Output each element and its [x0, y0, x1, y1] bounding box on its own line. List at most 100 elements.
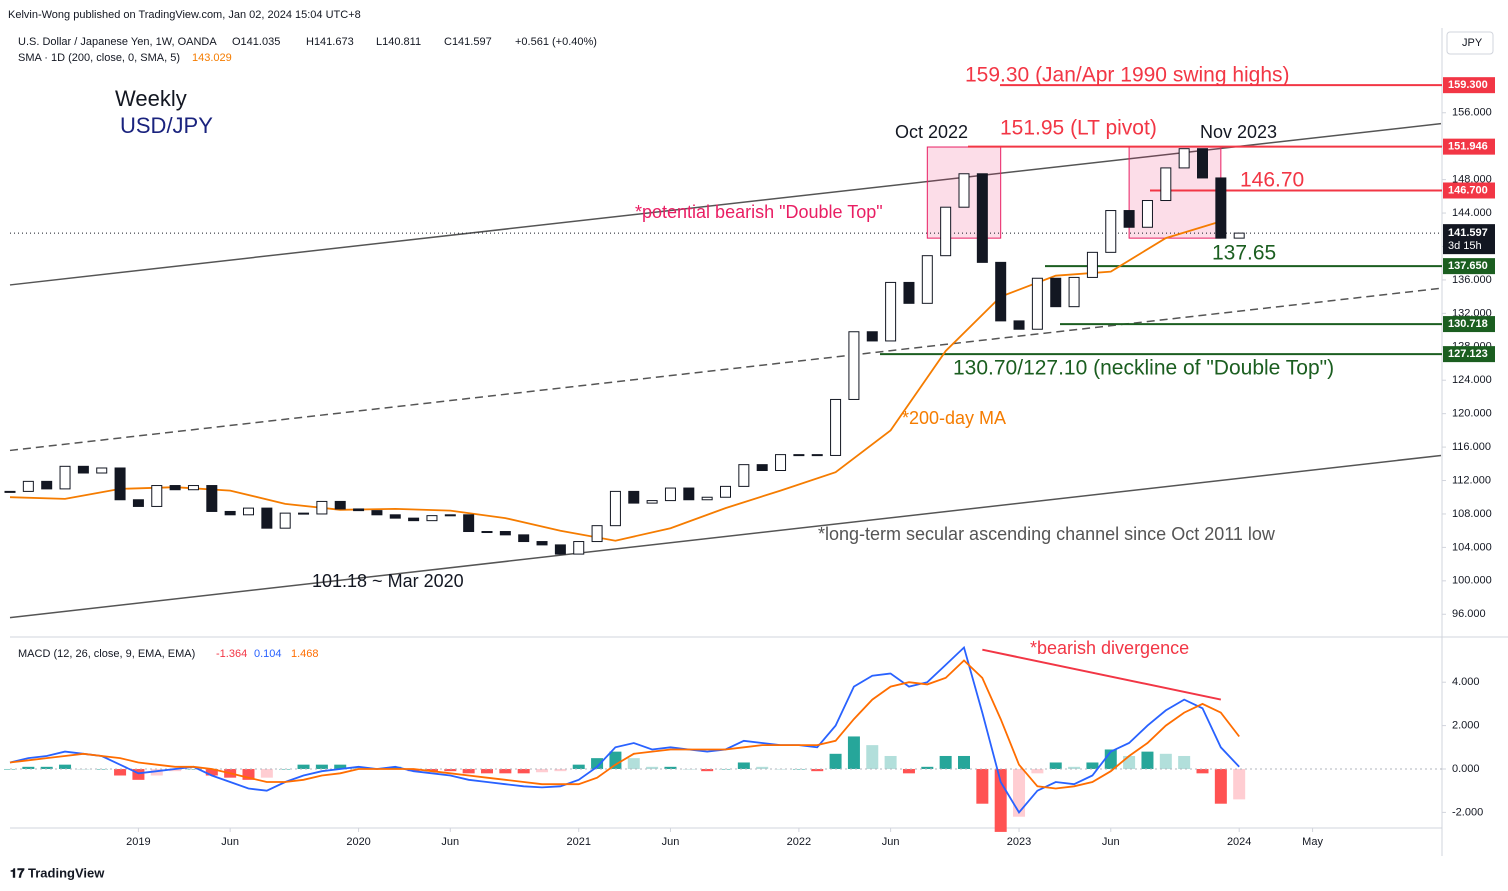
histogram-bar — [481, 768, 493, 774]
candle — [279, 512, 291, 529]
candle — [132, 499, 144, 507]
candle — [4, 490, 16, 493]
histogram-bar — [150, 768, 163, 776]
quote-change: +0.561 (+0.40%) — [515, 36, 597, 48]
publisher: Kelvin-Wong published on TradingView.com… — [8, 9, 361, 21]
note-r1: 146.70 — [1240, 169, 1304, 192]
x-tick-label: Jun — [662, 836, 680, 848]
signal-line — [9, 659, 1240, 790]
note-double-top: *potential bearish "Double Top" — [635, 202, 883, 222]
candle — [499, 531, 511, 536]
sma-value: 143.029 — [192, 52, 232, 64]
candle — [371, 510, 383, 516]
candle — [921, 255, 933, 304]
histogram-bar — [939, 755, 952, 769]
histogram-bar — [976, 768, 989, 804]
candle — [1178, 148, 1190, 169]
candle — [151, 485, 163, 507]
x-tick-label: 2019 — [126, 836, 150, 848]
candle — [22, 480, 34, 492]
histogram-bar — [627, 758, 640, 769]
histogram-bar — [1013, 768, 1026, 817]
divergence-line — [982, 648, 1222, 701]
macd-line — [9, 645, 1240, 814]
level-tag-label: 137.650 — [1448, 260, 1488, 272]
histogram-bar — [609, 751, 622, 769]
candle — [976, 173, 988, 263]
y-tick-label: 116.000 — [1452, 441, 1491, 453]
x-tick-label: Jun — [221, 836, 239, 848]
note-ma: *200-day MA — [902, 408, 1006, 428]
y-tick-label: 4.000 — [1452, 676, 1480, 688]
x-tick-label: 2022 — [787, 836, 811, 848]
macd-value: 0.104 — [254, 648, 282, 660]
histogram-bar — [756, 766, 769, 769]
histogram-bar — [40, 766, 53, 769]
candle — [664, 487, 676, 502]
candle — [536, 541, 548, 546]
candle — [573, 541, 585, 555]
x-tick-label: 2020 — [346, 836, 370, 848]
histogram-bar — [902, 768, 915, 774]
y-tick-label: 120.000 — [1452, 408, 1492, 420]
histogram-bar — [682, 768, 695, 770]
symbol-title: U.S. Dollar / Japanese Yen, 1W, OANDA — [18, 36, 217, 48]
candle — [1031, 277, 1043, 330]
histogram-bar — [1049, 762, 1062, 769]
histogram-bar — [22, 766, 35, 769]
x-tick-label: 2024 — [1227, 836, 1251, 848]
y-tick-label: 136.000 — [1452, 274, 1492, 286]
histogram-bar — [59, 764, 72, 769]
candle — [738, 464, 750, 487]
candle — [316, 500, 328, 515]
histogram-bar — [315, 764, 328, 769]
candle — [1086, 251, 1098, 278]
quote-low: L140.811 — [376, 36, 421, 48]
candle — [59, 465, 71, 490]
level-tag — [1443, 77, 1495, 94]
x-tick-label: 2021 — [566, 836, 590, 848]
level-tag — [1443, 138, 1495, 155]
macd-title: MACD (12, 26, close, 9, EMA, EMA) — [18, 648, 195, 660]
level-tag-label: 151.946 — [1448, 141, 1488, 153]
candle — [463, 514, 475, 533]
histogram-bar — [352, 766, 365, 769]
signal-value: 1.468 — [291, 648, 319, 660]
legend: U.S. Dollar / Japanese Yen, 1W, OANDA O1… — [18, 36, 597, 660]
macd-hist-value: -1.364 — [216, 648, 247, 660]
candle — [646, 500, 658, 504]
histogram-bar — [1233, 768, 1246, 800]
histogram-bar — [1178, 755, 1191, 769]
x-tick-label: 2023 — [1007, 836, 1031, 848]
candle — [353, 508, 365, 512]
y-tick-label: 144.000 — [1452, 207, 1492, 219]
x-tick-label: Jun — [1102, 836, 1120, 848]
y-tick-label: 104.000 — [1452, 541, 1492, 553]
x-tick-label: Jun — [882, 836, 900, 848]
histogram-bar — [1086, 762, 1099, 769]
footer-logo: TradingView — [28, 865, 105, 880]
histogram-bar — [205, 768, 218, 776]
currency-button[interactable] — [1446, 31, 1494, 55]
y-tick-label: 100.000 — [1452, 575, 1492, 587]
candle — [41, 480, 53, 490]
note-timeframe: Weekly — [115, 86, 187, 111]
histogram-bar — [958, 755, 970, 769]
logo-icon: 𝟏𝟕 — [10, 865, 25, 880]
candle — [1105, 210, 1117, 253]
histogram-bar — [517, 768, 530, 774]
histogram-bar — [462, 768, 475, 774]
candle — [1197, 148, 1208, 179]
candle — [995, 261, 1007, 322]
note-nov: Nov 2023 — [1200, 122, 1277, 142]
note-low: 101.18 ~ Mar 2020 — [312, 571, 464, 591]
x-tick-label: Jun — [441, 836, 459, 848]
histogram-bar — [389, 766, 402, 769]
candle — [1141, 200, 1153, 228]
histogram-bar — [132, 768, 145, 780]
histogram-bar — [664, 766, 677, 769]
histogram-bar — [811, 768, 824, 772]
channel-line — [9, 287, 1442, 452]
note-channel: *long-term secular ascending channel sin… — [818, 524, 1276, 544]
